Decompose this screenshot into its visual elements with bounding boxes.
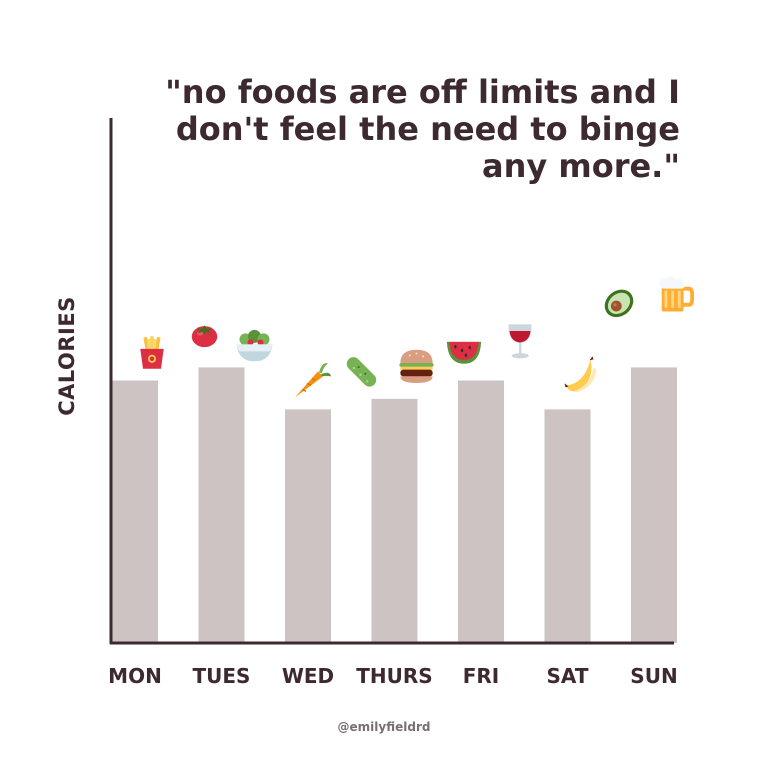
x-tick-label-fri: FRI [463, 664, 500, 688]
wine-glass-icon [508, 324, 532, 359]
bar-tues [198, 367, 245, 643]
salad-icon [236, 329, 273, 362]
x-tick-label-mon: MON [108, 664, 162, 688]
bar-mon [112, 380, 158, 643]
avocado-icon [601, 285, 637, 322]
quote-line-1: "no foods are off limits and I [165, 73, 680, 111]
bar-thurs [371, 398, 418, 643]
carrot-icon [294, 362, 332, 399]
bar-sat [544, 409, 591, 643]
bar-sun [631, 367, 677, 643]
bar-fri [458, 380, 504, 643]
x-tick-label-wed: WED [282, 664, 334, 688]
x-tick-label-sun: SUN [630, 664, 677, 688]
bar-wed [285, 409, 331, 643]
quote-line-3: any more." [481, 147, 680, 185]
credit-handle: @emilyfieldrd [337, 720, 431, 734]
cucumber-icon [344, 354, 379, 390]
beer-mug-icon [657, 275, 694, 314]
x-tick-label-sat: SAT [547, 664, 589, 688]
x-tick-label-tues: TUES [193, 664, 251, 688]
quote: "no foods are off limits and I don't fee… [120, 74, 680, 185]
burger-icon [399, 349, 434, 383]
banana-icon [564, 356, 597, 393]
quote-line-2: don't feel the need to binge [175, 110, 680, 148]
fries-icon [140, 336, 164, 369]
x-tick-label-thurs: THURS [356, 664, 432, 688]
tomato-icon [191, 325, 218, 348]
watermelon-icon [446, 341, 482, 364]
